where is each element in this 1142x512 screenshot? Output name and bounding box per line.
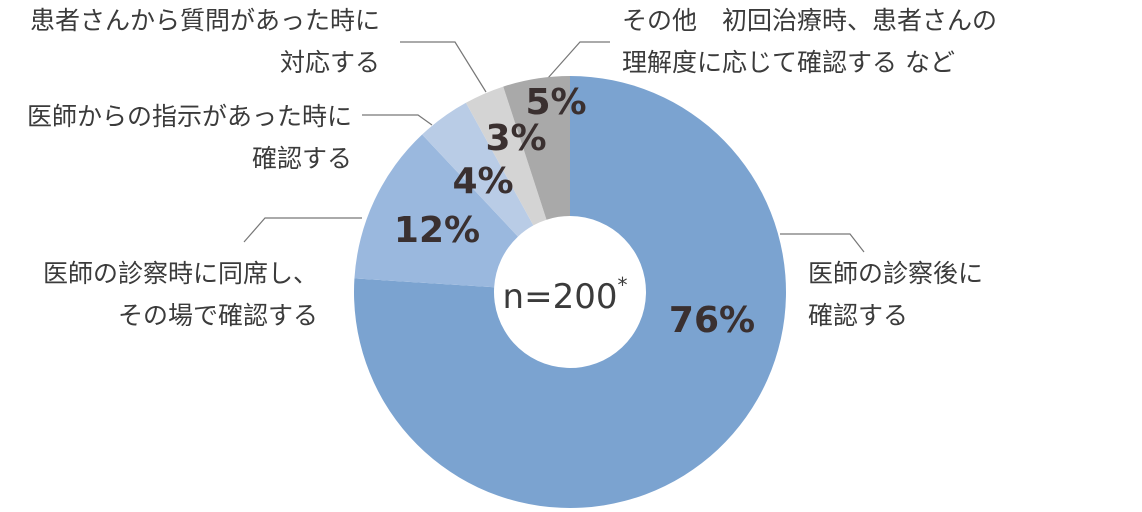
slice xyxy=(422,102,534,237)
center-text: n=200 xyxy=(503,277,618,317)
value-label: 3% xyxy=(485,118,546,159)
category-label: 患者さんから質問があった時に xyxy=(30,6,380,35)
value-label: 5% xyxy=(525,82,586,123)
category-label: 対応する xyxy=(280,48,380,77)
category-label: 確認する xyxy=(808,301,908,330)
category-label: 医師の診察時に同席し、 xyxy=(43,259,318,288)
center-label: n=200* xyxy=(503,273,628,317)
slices xyxy=(353,76,786,508)
slice xyxy=(353,76,786,508)
category-label: 医師の診察後に xyxy=(808,259,983,288)
value-label: 76% xyxy=(669,300,755,341)
value-label: 12% xyxy=(394,210,480,251)
slice xyxy=(354,134,518,288)
leader-line xyxy=(400,41,487,93)
leader-line xyxy=(243,217,362,243)
category-label: その場で確認する xyxy=(118,301,318,330)
category-label: 理解度に応じて確認する など xyxy=(622,48,955,77)
center-note: * xyxy=(617,273,627,297)
slice xyxy=(503,76,570,220)
category-label: 医師からの指示があった時に xyxy=(27,102,352,131)
slice xyxy=(465,86,547,226)
leader-line xyxy=(547,41,610,79)
category-label: 確認する xyxy=(252,144,352,173)
leader-line xyxy=(362,114,433,126)
value-label: 4% xyxy=(452,161,513,202)
leader-line xyxy=(780,233,865,253)
category-label: その他 初回治療時、患者さんの xyxy=(622,6,997,35)
